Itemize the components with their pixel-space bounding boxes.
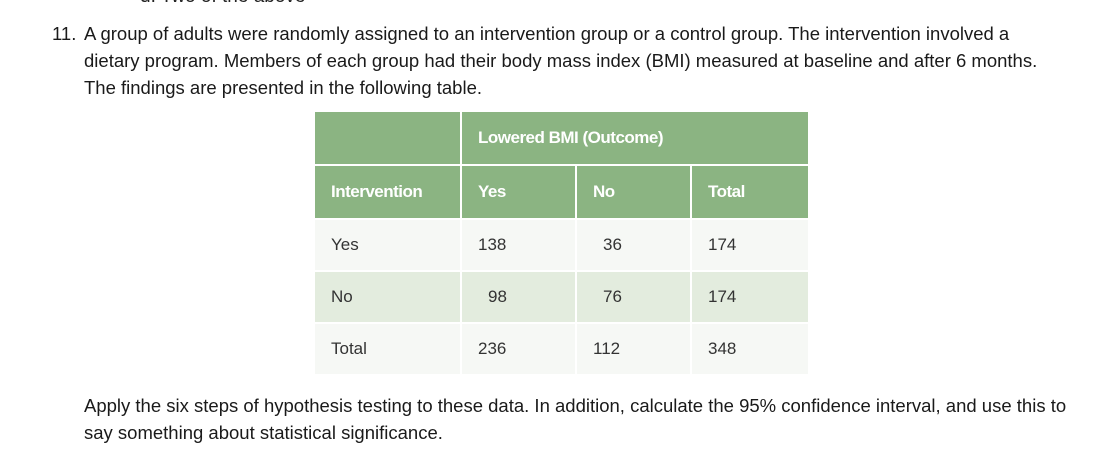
question-11: 11. A group of adults were randomly assi…: [52, 20, 1062, 101]
row-label: No: [315, 272, 460, 322]
row-label: Total: [315, 324, 460, 374]
cell: 348: [692, 324, 808, 374]
instruction-text: Apply the six steps of hypothesis testin…: [84, 395, 1067, 443]
table-row: No 98 76 174: [315, 272, 808, 322]
cell: 174: [692, 272, 808, 322]
table-row: Yes 138 36 174: [315, 220, 808, 270]
question-text: A group of adults were randomly assigned…: [84, 23, 1038, 98]
clipped-previous-option: d. Two of the above: [140, 0, 306, 8]
column-header: No: [577, 166, 690, 218]
cell: 36: [577, 220, 690, 270]
column-header: Yes: [462, 166, 575, 218]
row-header: Intervention: [315, 166, 460, 218]
cell: 174: [692, 220, 808, 270]
table-row: Total 236 112 348: [315, 324, 808, 374]
group-header: Lowered BMI (Outcome): [462, 112, 808, 164]
row-label: Yes: [315, 220, 460, 270]
column-header: Total: [692, 166, 808, 218]
cell: 138: [462, 220, 575, 270]
blank-header-cell: [315, 112, 460, 164]
cell: 98: [462, 272, 575, 322]
question-number: 11.: [52, 23, 77, 44]
cell: 112: [577, 324, 690, 374]
cell: 76: [577, 272, 690, 322]
bmi-table: Lowered BMI (Outcome) Intervention Yes N…: [313, 110, 810, 376]
cell: 236: [462, 324, 575, 374]
